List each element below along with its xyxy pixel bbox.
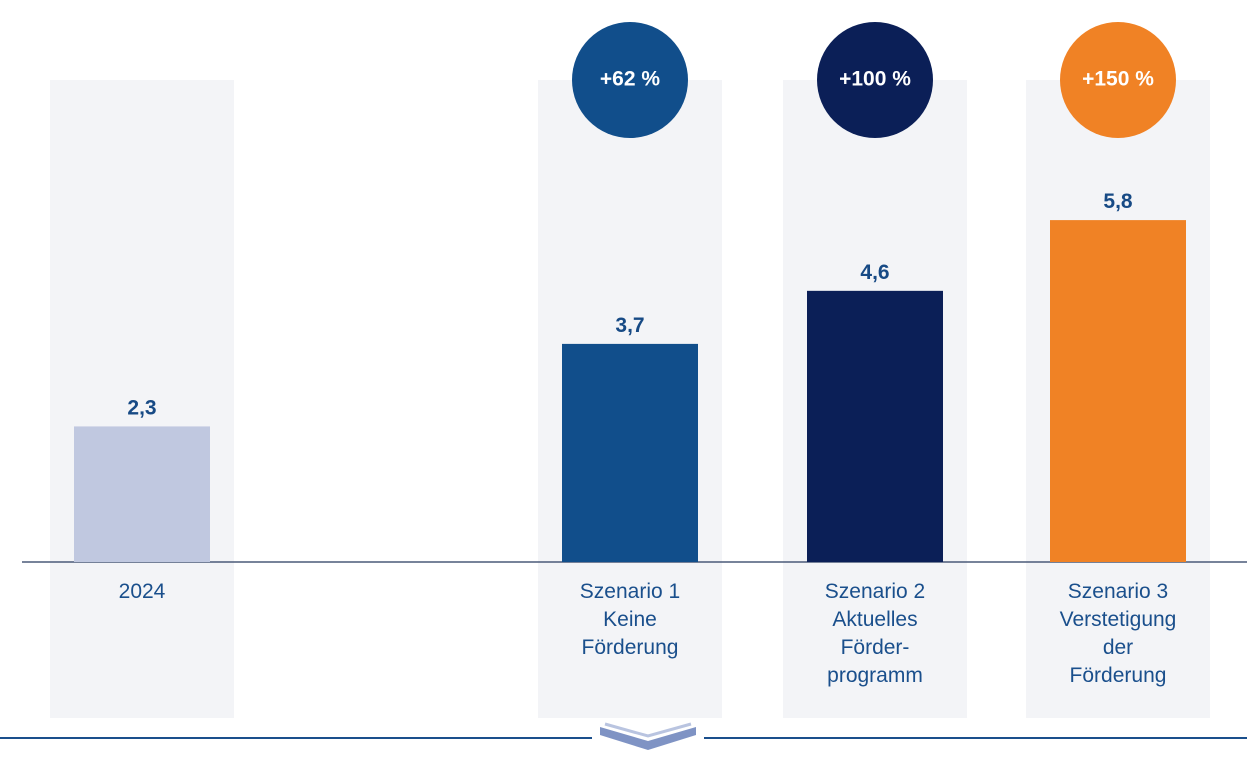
value-label: 2,3 [127, 396, 156, 419]
change-badge [572, 22, 688, 138]
bar [562, 343, 698, 562]
change-badge [1060, 22, 1176, 138]
bar [1050, 220, 1186, 562]
x-tick-label: Szenario 3 Verstetigung der Förderung [1059, 580, 1177, 687]
change-label: +100 % [839, 68, 911, 91]
change-label: +150 % [1082, 68, 1154, 91]
value-label: 4,6 [860, 261, 889, 284]
chevron-top [604, 722, 692, 738]
x-tick-label: Szenario 2 Aktuelles Förder- programm [824, 580, 926, 687]
change-badge [817, 22, 933, 138]
x-tick-label: Szenario 1 Keine Förderung [579, 580, 681, 659]
value-label: 3,7 [615, 314, 644, 337]
bar [74, 426, 210, 562]
value-label: 5,8 [1103, 190, 1133, 213]
panel [50, 80, 234, 718]
bar [807, 290, 943, 562]
chevron [600, 727, 696, 750]
change-label: +62 % [600, 68, 660, 91]
x-tick-label: 2024 [118, 580, 166, 603]
